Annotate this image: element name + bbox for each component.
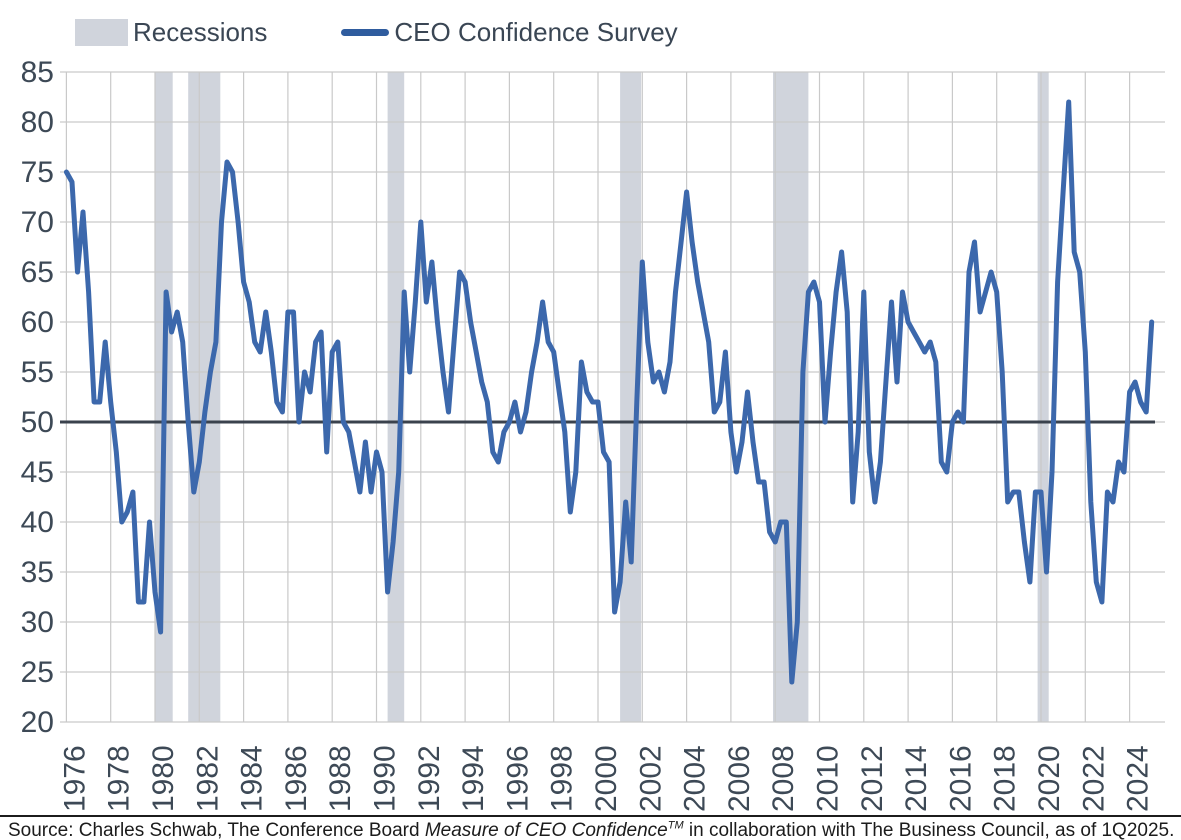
x-tick-label: 1980 xyxy=(147,745,180,812)
x-tick-label: 1982 xyxy=(191,745,224,812)
footer-divider xyxy=(0,815,1181,817)
x-tick-label: 2014 xyxy=(900,745,933,812)
y-tick-label: 80 xyxy=(21,106,54,139)
x-tick-label: 2020 xyxy=(1033,745,1066,812)
y-tick-label: 65 xyxy=(21,256,54,289)
x-tick-label: 2010 xyxy=(812,745,845,812)
y-tick-label: 25 xyxy=(21,656,54,689)
x-tick-label: 2002 xyxy=(634,745,667,812)
recession-legend-label: Recessions xyxy=(133,16,268,47)
x-tick-label: 2000 xyxy=(590,745,623,812)
x-tick-label: 1990 xyxy=(369,745,402,812)
ceo-confidence-chart: 20 25 30 35 40 45 50 55 60 65 70 75 80 85 1976 1978 1980… xyxy=(21,56,1165,812)
x-tick-label: 1992 xyxy=(413,745,446,812)
x-tick-label: 2016 xyxy=(944,745,977,812)
y-tick-label: 30 xyxy=(21,606,54,639)
y-tick-label: 20 xyxy=(21,706,54,739)
y-tick-label: 35 xyxy=(21,556,54,589)
y-tick-label: 40 xyxy=(21,506,54,539)
x-tick-label: 1984 xyxy=(236,745,269,812)
x-tick-label: 1994 xyxy=(457,745,490,812)
x-tick-label: 2018 xyxy=(989,745,1022,812)
recession-band xyxy=(188,72,221,722)
source-note-tm: TM xyxy=(667,819,684,832)
y-tick-label: 75 xyxy=(21,156,54,189)
x-tick-label: 1978 xyxy=(103,745,136,812)
x-tick-label: 2012 xyxy=(856,745,889,812)
x-tick-label: 2004 xyxy=(679,745,712,812)
source-note: Source: Charles Schwab, The Conference B… xyxy=(8,820,1178,840)
source-note-suffix: in collaboration with The Business Counc… xyxy=(683,820,1175,840)
recession-band xyxy=(1037,72,1049,722)
series-legend-line xyxy=(341,28,390,36)
y-tick-label: 45 xyxy=(21,456,54,489)
y-tick-label: 55 xyxy=(21,356,54,389)
recession-legend-swatch xyxy=(75,18,128,46)
x-tick-label: 1976 xyxy=(58,745,91,812)
source-note-prefix: Source: Charles Schwab, The Conference B… xyxy=(8,820,425,840)
y-tick-label: 50 xyxy=(21,406,54,439)
recession-band xyxy=(620,72,642,722)
ceo-confidence-series-line xyxy=(63,99,1155,685)
x-tick-label: 2006 xyxy=(723,745,756,812)
y-tick-label: 60 xyxy=(21,306,54,339)
x-tick-label: 1996 xyxy=(501,745,534,812)
chart-legend: Recessions CEO Confidence Survey xyxy=(75,14,678,50)
y-tick-label: 70 xyxy=(21,206,54,239)
x-tick-label: 1998 xyxy=(546,745,579,812)
x-tick-label: 1986 xyxy=(280,745,313,812)
x-tick-label: 2024 xyxy=(1122,745,1155,812)
series-legend-label: CEO Confidence Survey xyxy=(394,16,678,47)
x-tick-label: 2008 xyxy=(767,745,800,812)
source-note-title: Measure of CEO Confidence xyxy=(424,820,668,840)
y-tick-label: 85 xyxy=(21,56,54,89)
x-tick-label: 1988 xyxy=(324,745,357,812)
x-tick-label: 2022 xyxy=(1077,745,1110,812)
